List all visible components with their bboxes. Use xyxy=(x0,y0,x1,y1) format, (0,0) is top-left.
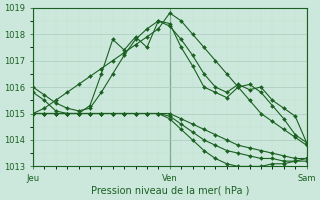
X-axis label: Pression niveau de la mer( hPa ): Pression niveau de la mer( hPa ) xyxy=(91,186,249,196)
